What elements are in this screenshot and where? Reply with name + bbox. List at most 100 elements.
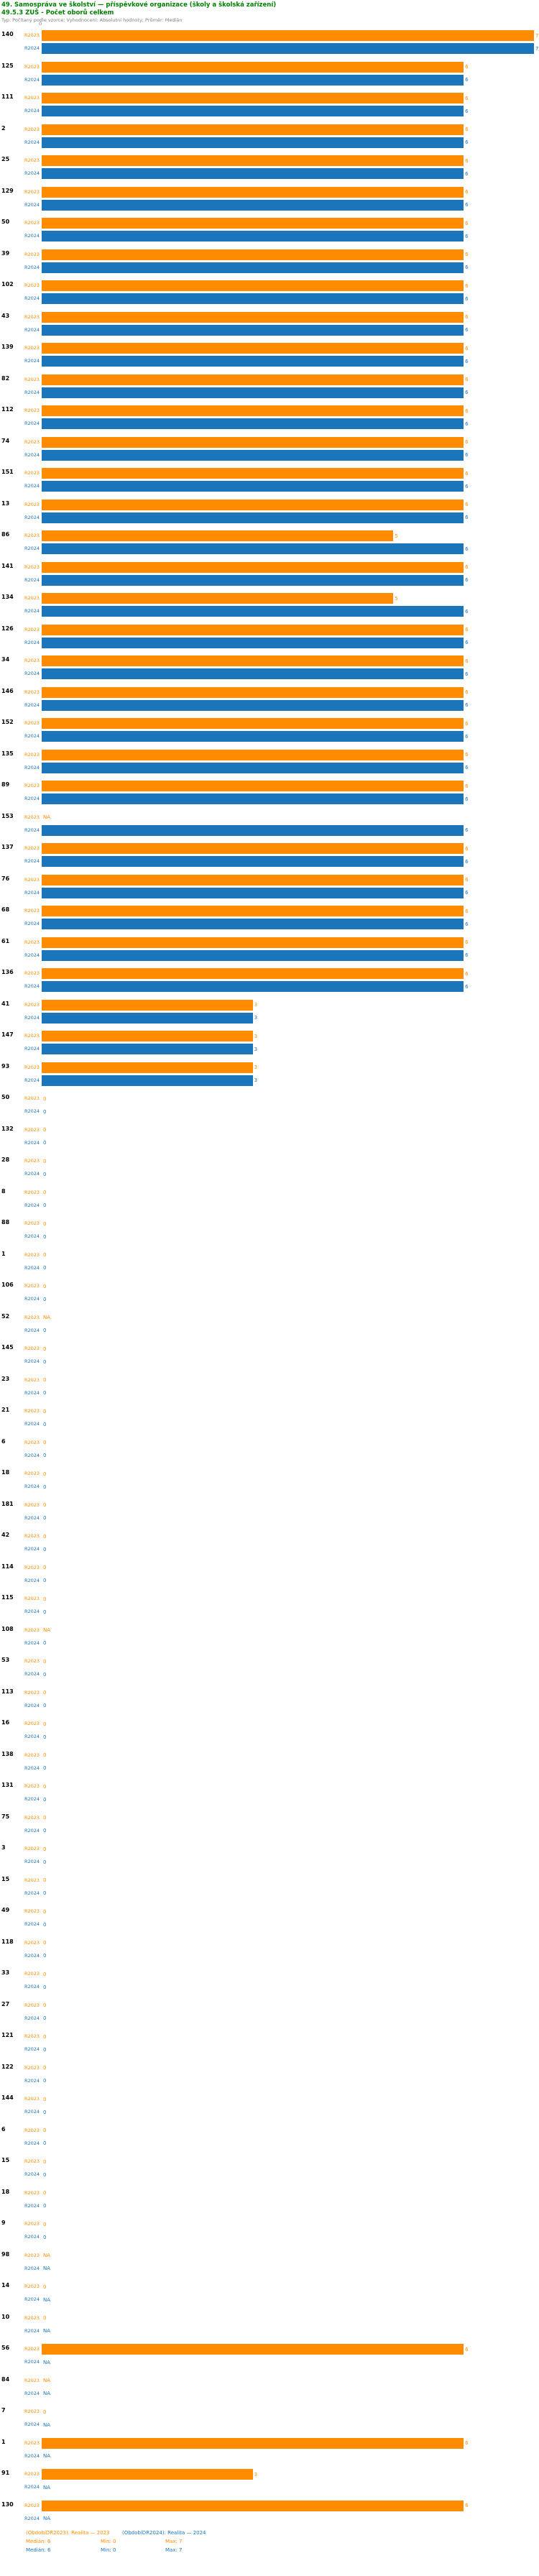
series-label-r2023: R2023 xyxy=(24,1439,40,1445)
series-label-r2023: R2023 xyxy=(24,1971,40,1977)
bar-rows: R2023 6 R2024 6 xyxy=(24,374,539,399)
bar-group: 130 R2023 6 R2024 NA xyxy=(0,2496,539,2528)
bar-value-r2023: 6 xyxy=(465,627,469,632)
bar-r2023 xyxy=(42,906,464,916)
series-label-r2024: R2024 xyxy=(24,796,40,801)
series-label-r2024: R2024 xyxy=(24,1484,40,1489)
series-label-r2024: R2024 xyxy=(24,2515,40,2521)
bar-group: 15 R2023 0 R2024 0 xyxy=(0,2152,539,2184)
bar-row-2023: R2023 0 xyxy=(24,1155,539,1167)
group-id-label: 18 xyxy=(1,2188,10,2195)
bar-value-r2023: 6 xyxy=(465,189,469,195)
series-label-r2024: R2024 xyxy=(24,1671,40,1677)
plot-area: 140 R2023 7 R2024 7 125 R2023 6 R2024 xyxy=(0,26,539,2527)
bar-row-2023: R2023 6 xyxy=(24,249,539,261)
bar-row-2023: R2023 6 xyxy=(24,92,539,104)
bar-row-2024: R2024 6 xyxy=(24,105,539,117)
group-id-label: 102 xyxy=(1,281,14,288)
series-label-r2023: R2023 xyxy=(24,2346,40,2352)
series-label-r2023: R2023 xyxy=(24,720,40,726)
bar-row-2024: R2024 6 xyxy=(24,855,539,868)
bar-row-2023: R2023 0 xyxy=(24,2406,539,2418)
bar-group: 139 R2023 6 R2024 6 xyxy=(0,339,539,370)
group-id-label: 42 xyxy=(1,1532,10,1538)
bar-group: 141 R2023 6 R2024 6 xyxy=(0,558,539,589)
bar-row-2023: R2023 6 xyxy=(24,655,539,667)
bar-group: 147 R2023 3 R2024 3 xyxy=(0,1026,539,1058)
series-label-r2024: R2024 xyxy=(24,1139,40,1146)
bar-r2023 xyxy=(42,718,464,729)
bar-row-2023: R2023 0 xyxy=(24,1343,539,1355)
bar-value-r2024: NA xyxy=(43,2266,51,2271)
bar-value-r2024: NA xyxy=(43,2296,51,2303)
bar-value-r2023: 0 xyxy=(43,2283,47,2290)
series-label-r2023: R2023 xyxy=(24,1533,40,1539)
bar-r2024 xyxy=(42,887,464,898)
bar-value-r2023: NA xyxy=(43,1315,51,1320)
series-label-r2023: R2023 xyxy=(24,2314,40,2321)
bar-group: 108 R2023 NA R2024 0 xyxy=(0,1621,539,1652)
series-label-r2023: R2023 xyxy=(24,2283,40,2289)
bar-rows: R2023 0 R2024 NA xyxy=(24,2312,539,2337)
bar-row-2024: R2024 6 xyxy=(24,418,539,430)
bar-rows: R2023 0 R2024 0 xyxy=(24,1905,539,1931)
bar-group: 118 R2023 0 R2024 0 xyxy=(0,1933,539,1965)
bar-value-r2024: 0 xyxy=(43,1233,47,1240)
series-label-r2023: R2023 xyxy=(24,1658,40,1664)
bar-value-r2024: 6 xyxy=(465,577,469,583)
series-label-r2024: R2024 xyxy=(24,2109,40,2115)
bar-group: 10 R2023 0 R2024 NA xyxy=(0,2309,539,2340)
group-id-label: 6 xyxy=(1,1438,6,1445)
bar-row-2024: R2024 NA xyxy=(24,2325,539,2337)
series-label-r2023: R2023 xyxy=(24,1189,40,1195)
legend-item-2023: (ObdobíDR2023): Realita — 2023 xyxy=(26,2530,110,2536)
series-label-r2023: R2023 xyxy=(24,1877,40,1883)
bar-row-2023: R2023 0 xyxy=(24,2281,539,2293)
series-label-r2024: R2024 xyxy=(24,1827,40,1834)
bar-value-r2024: 6 xyxy=(465,765,469,770)
bar-rows: R2023 0 R2024 0 xyxy=(24,2187,539,2212)
bar-row-2024: R2024 NA xyxy=(24,2356,539,2368)
bar-row-2024: R2024 3 xyxy=(24,1043,539,1055)
bar-row-2023: R2023 0 xyxy=(24,1812,539,1824)
bar-row-2024: R2024 6 xyxy=(24,480,539,492)
bar-value-r2023: 0 xyxy=(43,1596,47,1602)
bar-r2024 xyxy=(42,794,464,804)
bar-group: 18 R2023 0 R2024 0 xyxy=(0,1464,539,1496)
bar-group: 98 R2023 NA R2024 NA xyxy=(0,2246,539,2278)
series-label-r2024: R2024 xyxy=(24,1702,40,1708)
bar-value-r2023: 6 xyxy=(465,908,469,914)
bar-value-r2024: NA xyxy=(43,2421,51,2428)
bar-value-r2023: 0 xyxy=(43,1220,47,1227)
bar-rows: R2023 5 R2024 6 xyxy=(24,592,539,617)
bar-value-r2024: 0 xyxy=(43,1202,47,1208)
bar-value-r2023: 6 xyxy=(465,439,469,445)
series-label-r2024: R2024 xyxy=(24,1014,40,1021)
bar-row-2024: R2024 0 xyxy=(24,1200,539,1212)
group-id-label: 75 xyxy=(1,1813,10,1820)
bar-row-2024: R2024 NA xyxy=(24,2481,539,2493)
series-label-r2023: R2023 xyxy=(24,689,40,695)
bar-row-2024: R2024 0 xyxy=(24,1731,539,1743)
bar-value-r2024: 6 xyxy=(465,108,469,114)
series-label-r2023: R2023 xyxy=(24,1033,40,1039)
bar-rows: R2023 6 R2024 6 xyxy=(24,874,539,899)
group-id-label: 131 xyxy=(1,1782,14,1788)
bar-rows: R2023 0 R2024 0 xyxy=(24,1124,539,1149)
bar-r2024 xyxy=(42,637,464,648)
bar-row-2023: R2023 6 xyxy=(24,686,539,699)
bar-value-r2023: 6 xyxy=(465,64,469,70)
series-label-r2023: R2023 xyxy=(24,1346,40,1351)
bar-value-r2023: 0 xyxy=(43,1408,47,1414)
bar-row-2024: R2024 6 xyxy=(24,137,539,149)
group-id-label: 126 xyxy=(1,625,14,632)
bar-value-r2024: 6 xyxy=(465,921,469,927)
bar-r2024 xyxy=(42,418,464,429)
bar-group: 52 R2023 NA R2024 0 xyxy=(0,1308,539,1340)
bar-value-r2024: NA xyxy=(43,2328,51,2334)
bar-row-2024: R2024 7 xyxy=(24,42,539,55)
series-label-r2023: R2023 xyxy=(24,2471,40,2477)
group-id-label: 8 xyxy=(1,1187,6,1195)
bar-row-2023: R2023 6 xyxy=(24,561,539,574)
bar-row-2023: R2023 6 xyxy=(24,780,539,792)
